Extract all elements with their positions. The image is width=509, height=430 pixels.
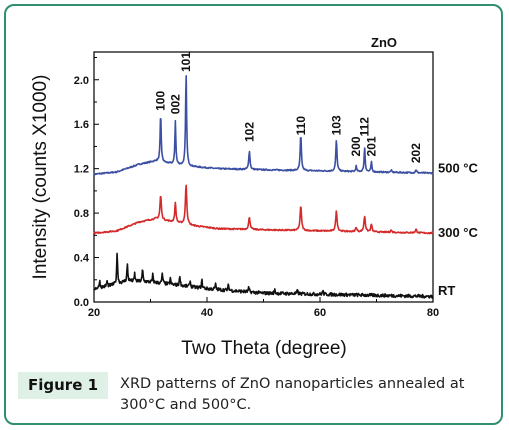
peak-label-112: 112 bbox=[358, 117, 372, 137]
x-tick-label: 60 bbox=[314, 307, 326, 319]
caption-text: XRD patterns of ZnO nanoparticles anneal… bbox=[120, 376, 465, 413]
y-tick-label: 1.6 bbox=[74, 119, 89, 131]
peak-label-101: 101 bbox=[179, 52, 193, 72]
y-tick-label: 0.4 bbox=[74, 253, 90, 265]
x-tick-label: 40 bbox=[201, 307, 213, 319]
peak-label-103: 103 bbox=[329, 115, 343, 135]
peak-label-202: 202 bbox=[409, 143, 423, 163]
xrd-chart: 20 40 60 80 0.0 0.4 0.8 1.2 1.6 2.0 100 002 101 102 1… bbox=[30, 35, 479, 359]
series-label: RT bbox=[438, 283, 455, 298]
y-axis-title: Intensity (counts X1000) bbox=[30, 75, 51, 280]
y-tick-label: 0.0 bbox=[74, 297, 89, 309]
peak-label-100: 100 bbox=[154, 91, 168, 111]
series-line-500C bbox=[93, 75, 434, 176]
series-line-300C bbox=[93, 184, 434, 235]
peak-label-102: 102 bbox=[242, 122, 256, 142]
y-tick-label: 0.8 bbox=[74, 208, 89, 220]
y-tick-label: 2.0 bbox=[74, 75, 89, 87]
series-label: 300 °C bbox=[438, 225, 479, 240]
figure-label-badge: Figure 1 bbox=[18, 372, 109, 399]
peak-label-201: 201 bbox=[364, 136, 378, 156]
peak-label-002: 002 bbox=[168, 94, 182, 114]
x-tick-label: 20 bbox=[88, 307, 100, 319]
x-tick-label: 80 bbox=[427, 307, 439, 319]
figure-caption: Figure 1 XRD patterns of ZnO nanoparticl… bbox=[18, 368, 498, 423]
peak-label-200: 200 bbox=[349, 136, 363, 156]
peak-label-110: 110 bbox=[294, 116, 308, 136]
series-line-RT bbox=[93, 252, 434, 299]
series-label: 500 °C bbox=[438, 161, 479, 176]
plot-area-border bbox=[93, 51, 434, 303]
x-axis-title: Two Theta (degree) bbox=[181, 338, 346, 359]
chart-title: ZnO bbox=[371, 35, 397, 50]
y-tick-label: 1.2 bbox=[74, 164, 89, 176]
figure-frame: 20 40 60 80 0.0 0.4 0.8 1.2 1.6 2.0 100 002 101 102 1… bbox=[4, 4, 503, 425]
